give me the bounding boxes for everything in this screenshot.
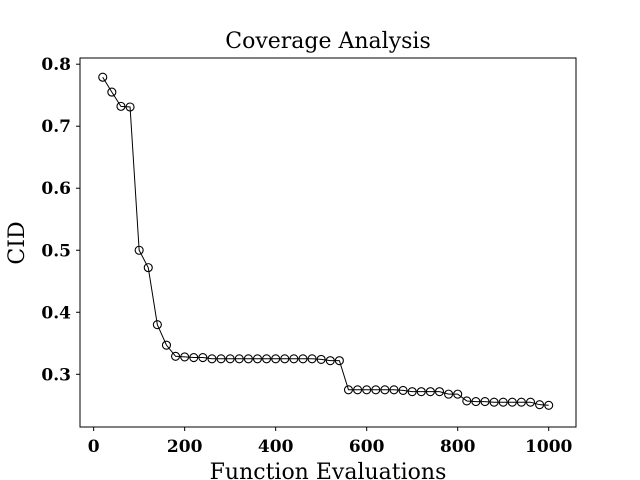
- x-tick-label: 400: [258, 437, 294, 457]
- y-tick-label: 0.7: [41, 117, 71, 137]
- x-tick-label: 1000: [525, 437, 572, 457]
- y-tick-label: 0.4: [41, 303, 71, 323]
- data-point: [444, 389, 454, 399]
- data-point: [189, 352, 199, 363]
- x-axis: 0 200 400 600 800 1000: [88, 427, 573, 457]
- x-tick-label: 800: [440, 437, 476, 457]
- data-point: [280, 354, 290, 364]
- data-point: [180, 352, 190, 362]
- data-point: [171, 351, 181, 361]
- data-point: [152, 320, 162, 330]
- series-group: [98, 72, 554, 410]
- data-point: [407, 387, 417, 397]
- data-point: [207, 354, 217, 364]
- data-point: [544, 400, 554, 410]
- data-point: [398, 385, 408, 395]
- data-point: [380, 385, 390, 395]
- x-tick-label: 200: [167, 437, 203, 457]
- data-point: [234, 354, 244, 364]
- y-tick-label: 0.3: [41, 365, 71, 385]
- data-point: [262, 354, 272, 364]
- data-point: [334, 356, 344, 366]
- data-point: [307, 354, 317, 364]
- data-point: [252, 354, 263, 364]
- y-axis: 0.3 0.4 0.5 0.6 0.7 0.8: [41, 55, 80, 385]
- data-point: [516, 397, 526, 407]
- series-line: [102, 76, 549, 406]
- data-point: [125, 102, 135, 112]
- y-tick-label: 0.5: [41, 241, 71, 261]
- data-point: [353, 385, 363, 395]
- plot-frame: [79, 57, 577, 428]
- data-point: [289, 354, 299, 364]
- data-point: [116, 101, 126, 111]
- data-point: [225, 354, 235, 364]
- data-point: [98, 72, 108, 82]
- data-point: [198, 352, 208, 363]
- y-axis-label: CID: [5, 221, 30, 264]
- data-point: [480, 397, 490, 407]
- x-tick-label: 0: [88, 437, 100, 457]
- data-point: [489, 397, 499, 407]
- chart-title: Coverage Analysis: [225, 29, 431, 54]
- data-point: [161, 340, 172, 350]
- data-point: [371, 385, 381, 395]
- x-tick-label: 600: [349, 437, 385, 457]
- data-point: [462, 396, 472, 406]
- data-point: [298, 354, 308, 364]
- data-point: [425, 387, 435, 397]
- data-point: [107, 87, 117, 97]
- data-point: [216, 354, 226, 364]
- data-point: [389, 385, 399, 395]
- data-point: [434, 387, 445, 397]
- data-point: [143, 263, 153, 273]
- y-tick-label: 0.6: [41, 179, 71, 199]
- data-point: [453, 389, 463, 399]
- data-point: [316, 354, 326, 364]
- data-point: [471, 397, 481, 407]
- data-point: [271, 354, 281, 364]
- data-point: [416, 387, 426, 397]
- data-point: [507, 397, 517, 407]
- data-point: [343, 385, 354, 395]
- data-point: [325, 356, 335, 366]
- data-point: [525, 397, 536, 407]
- data-point: [362, 385, 372, 395]
- data-point: [243, 354, 253, 364]
- data-point: [535, 400, 545, 410]
- x-axis-label: Function Evaluations: [210, 460, 447, 480]
- data-point: [134, 245, 144, 255]
- data-point: [498, 397, 508, 407]
- y-tick-label: 0.8: [41, 55, 71, 75]
